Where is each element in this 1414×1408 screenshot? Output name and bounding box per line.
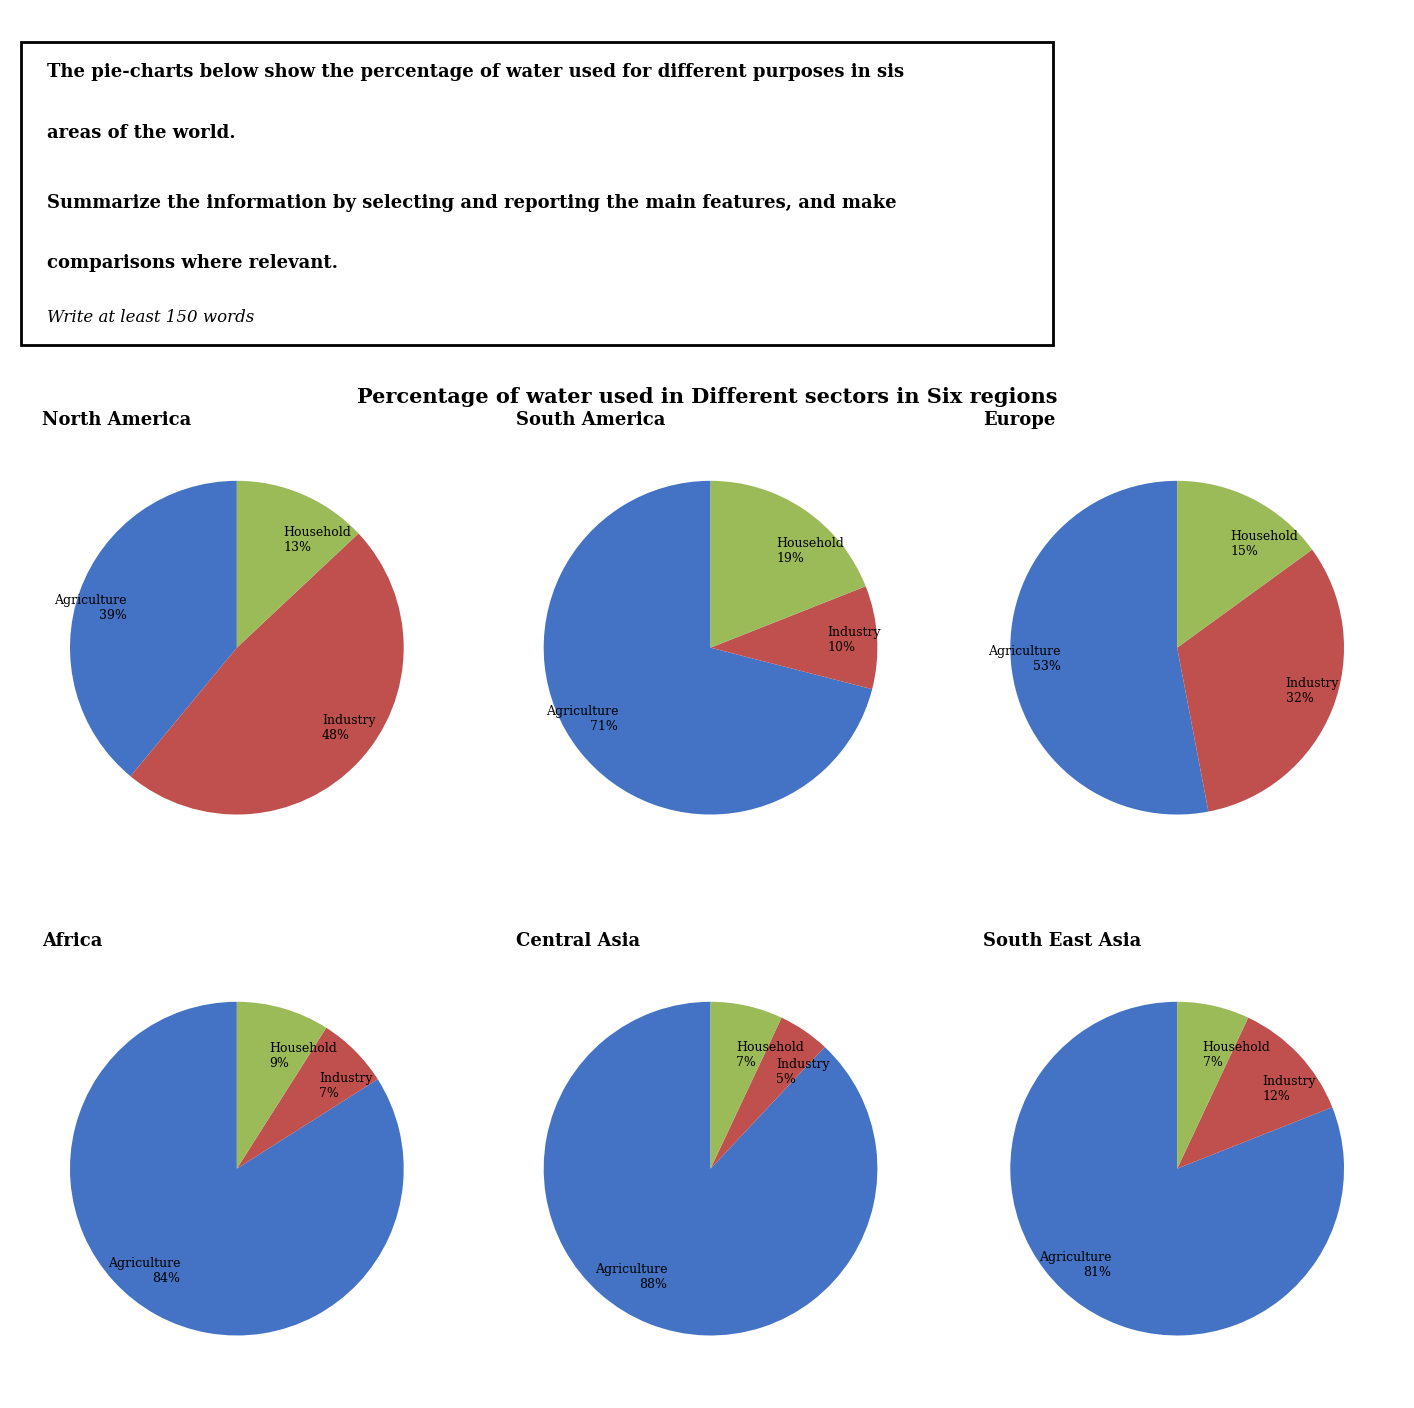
Wedge shape (71, 1001, 403, 1336)
FancyBboxPatch shape (21, 42, 1053, 345)
Wedge shape (1176, 1001, 1249, 1169)
Text: comparisons where relevant.: comparisons where relevant. (47, 253, 338, 272)
Text: Household
15%: Household 15% (1230, 529, 1298, 558)
Text: Household
7%: Household 7% (1203, 1041, 1271, 1069)
Wedge shape (1176, 480, 1312, 648)
Text: Industry
48%: Industry 48% (322, 714, 376, 742)
Text: Industry
12%: Industry 12% (1263, 1074, 1316, 1102)
Wedge shape (1176, 549, 1343, 811)
Wedge shape (544, 480, 872, 815)
Text: Write at least 150 words: Write at least 150 words (47, 308, 255, 325)
Text: Summarize the information by selecting and reporting the main features, and make: Summarize the information by selecting a… (47, 193, 896, 211)
Wedge shape (1011, 1001, 1343, 1336)
Wedge shape (1176, 1018, 1332, 1169)
Wedge shape (238, 1028, 378, 1169)
Wedge shape (710, 480, 865, 648)
Text: Africa: Africa (42, 932, 103, 950)
Text: South East Asia: South East Asia (983, 932, 1141, 950)
Text: Europe: Europe (983, 411, 1055, 429)
Text: Central Asia: Central Asia (516, 932, 641, 950)
Wedge shape (71, 480, 238, 776)
Wedge shape (710, 1018, 824, 1169)
Text: Agriculture
88%: Agriculture 88% (595, 1263, 667, 1291)
Wedge shape (130, 534, 404, 815)
Wedge shape (544, 1001, 877, 1336)
Text: Agriculture
53%: Agriculture 53% (988, 645, 1060, 673)
Wedge shape (710, 1001, 782, 1169)
Text: South America: South America (516, 411, 666, 429)
Text: Agriculture
39%: Agriculture 39% (55, 594, 127, 622)
Text: North America: North America (42, 411, 192, 429)
Text: Industry
5%: Industry 5% (776, 1057, 830, 1086)
Text: Agriculture
81%: Agriculture 81% (1039, 1252, 1111, 1280)
Text: Agriculture
84%: Agriculture 84% (107, 1257, 181, 1286)
Text: Industry
7%: Industry 7% (320, 1071, 373, 1100)
Text: areas of the world.: areas of the world. (47, 124, 236, 142)
Text: The pie-charts below show the percentage of water used for different purposes in: The pie-charts below show the percentage… (47, 63, 904, 82)
Wedge shape (710, 586, 877, 689)
Text: Industry
10%: Industry 10% (827, 627, 881, 655)
Text: Agriculture
71%: Agriculture 71% (546, 705, 618, 734)
Text: Household
7%: Household 7% (737, 1041, 805, 1069)
Text: Household
19%: Household 19% (776, 536, 844, 565)
Text: Household
9%: Household 9% (270, 1042, 338, 1070)
Wedge shape (238, 1001, 327, 1169)
Wedge shape (238, 480, 359, 648)
Wedge shape (1011, 480, 1209, 815)
Text: Household
13%: Household 13% (283, 527, 351, 555)
Text: Industry
32%: Industry 32% (1285, 677, 1339, 704)
Text: Percentage of water used in Different sectors in Six regions: Percentage of water used in Different se… (356, 387, 1058, 407)
